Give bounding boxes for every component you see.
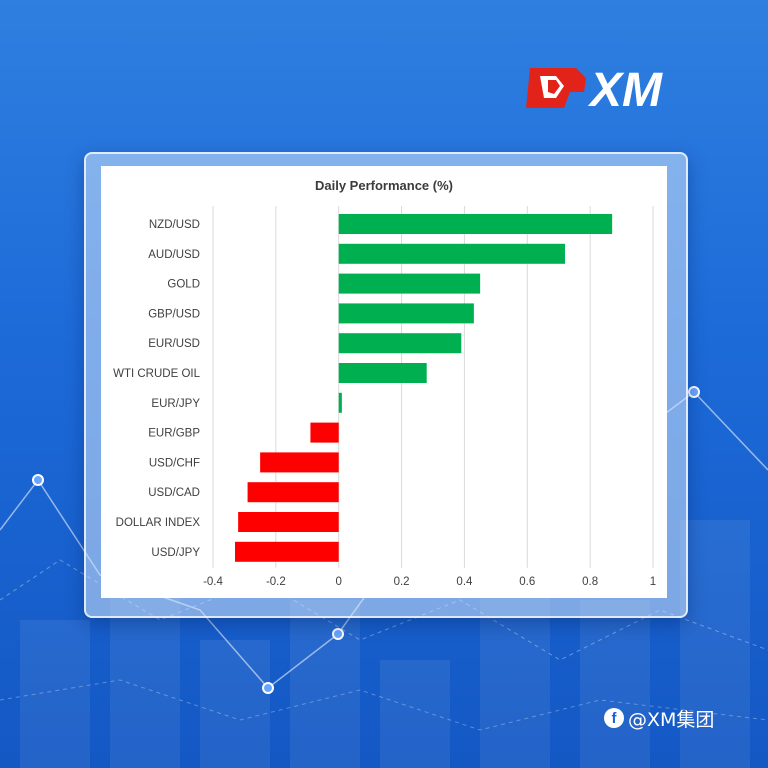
- bar: [338, 303, 474, 324]
- category-label: EUR/USD: [148, 338, 200, 350]
- social-watermark: f @XM集团: [604, 704, 714, 732]
- x-tick-label: -0.2: [266, 576, 286, 588]
- category-label: USD/CHF: [149, 457, 200, 469]
- xm-logo: XM: [526, 64, 663, 114]
- x-tick-label: 0.8: [582, 576, 598, 588]
- category-label: EUR/JPY: [151, 398, 200, 410]
- x-tick-label: -0.4: [203, 576, 223, 588]
- bar: [235, 541, 339, 562]
- bar-chart: -0.4 -0.2 0 0.2 0.4 0.6 0.8 1 NZD/USD AUD/USD GOLD…: [113, 206, 656, 588]
- bar: [238, 512, 339, 532]
- category-label: AUD/USD: [148, 249, 200, 261]
- category-label: GOLD: [167, 279, 200, 291]
- facebook-icon: f: [604, 708, 624, 728]
- bar: [338, 243, 565, 264]
- category-label: USD/CAD: [148, 487, 200, 499]
- category-label: NZD/USD: [149, 219, 200, 231]
- bar: [310, 422, 339, 443]
- category-label: USD/JPY: [151, 547, 200, 559]
- x-tick-label: 0: [336, 576, 342, 588]
- chart-panel: Daily Performance (%) -0.4 -0.2 0 0.2 0.4 0.6…: [101, 166, 667, 598]
- x-tick-label: 0.6: [519, 576, 535, 588]
- category-label: GBP/USD: [148, 308, 200, 320]
- category-label: WTI CRUDE OIL: [113, 368, 200, 380]
- bar: [338, 273, 481, 294]
- xm-logo-mark-icon: [526, 68, 586, 108]
- category-label: DOLLAR INDEX: [116, 517, 201, 529]
- bar: [338, 392, 342, 413]
- xm-logo-text: XM: [587, 64, 663, 114]
- bar: [338, 363, 427, 383]
- bar: [338, 214, 613, 234]
- watermark-text: @XM集团: [628, 708, 715, 731]
- category-label: EUR/GBP: [148, 428, 200, 440]
- x-tick-label: 0.4: [456, 576, 473, 588]
- bar: [247, 482, 339, 503]
- chart-title: Daily Performance (%): [315, 178, 453, 193]
- x-tick-label: 0.2: [394, 576, 410, 588]
- bar: [260, 452, 339, 473]
- bar: [338, 333, 462, 354]
- x-tick-label: 1: [650, 576, 656, 588]
